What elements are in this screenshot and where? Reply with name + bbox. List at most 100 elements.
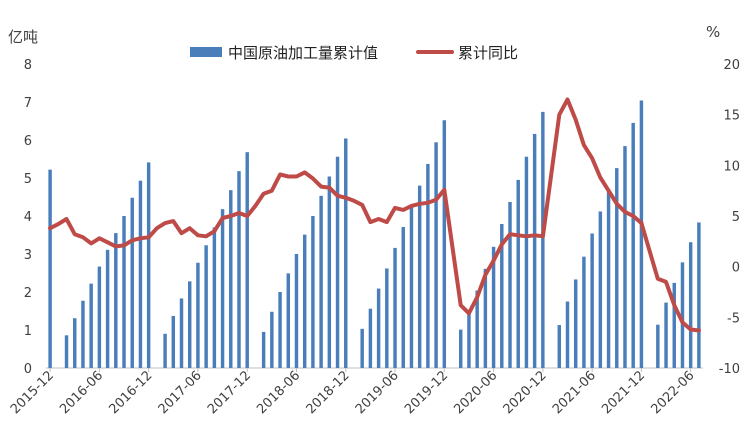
bar [368,308,373,368]
left-tick-label: 7 [24,96,32,111]
bar [409,206,414,368]
left-tick-label: 5 [24,172,32,187]
left-tick-label: 1 [24,324,32,339]
bar [335,156,340,368]
legend: 中国原油加工量累计值 累计同比 [190,44,518,62]
bar [557,325,562,368]
bar [459,329,463,368]
bar [656,324,660,368]
left-tick-label: 6 [24,134,32,149]
bar [483,268,488,368]
right-tick-label: 10 [723,159,740,174]
bar [48,169,52,368]
right-tick-label: 0 [732,261,740,276]
right-tick-label: 5 [732,210,740,225]
bar [245,152,249,368]
right-tick-label: 15 [723,109,740,124]
left-tick-label: 0 [24,362,32,377]
bar [623,146,627,368]
bar [508,201,512,368]
bar [196,262,200,368]
left-tick-label: 8 [24,58,32,73]
x-tick-label: 2020-06 [451,368,500,417]
x-tick-label: 2019-06 [353,368,402,417]
x-tick-label: 2021-06 [550,368,599,417]
bar [565,301,570,368]
bar [294,254,299,368]
bar [500,223,504,368]
right-tick-label: -10 [719,362,740,377]
x-tick-label: 2020-12 [501,368,550,417]
legend-label-line: 累计同比 [458,44,518,62]
bar [532,133,537,368]
bar [680,262,685,368]
bar [598,211,603,368]
bar [360,328,364,368]
bar [81,300,85,368]
bar [122,216,126,368]
right-tick-label: -5 [727,311,740,326]
bar [179,298,184,368]
bar [516,179,520,368]
bar [319,195,323,368]
bar [220,209,225,368]
bar [130,197,134,368]
left-axis-ticks: 0 1 2 3 4 5 6 7 8 [24,58,32,377]
bar [302,234,307,368]
bar [138,180,143,368]
bar [590,233,594,368]
bar [393,247,397,368]
bar [401,227,405,368]
bar [344,138,348,368]
bar [697,222,701,368]
left-tick-label: 2 [24,286,32,301]
bar [442,120,447,369]
left-tick-label: 4 [24,210,32,225]
x-tick-label: 2016-06 [57,368,106,417]
bar-series [48,100,701,369]
bar [606,189,611,368]
bar [187,281,192,368]
bar [417,185,422,368]
bar [278,292,282,368]
x-tick-label: 2017-12 [205,368,254,417]
bar [376,288,381,368]
bar [434,142,438,368]
bar [467,310,471,368]
bar [270,311,274,368]
bar [261,331,266,368]
left-tick-label: 3 [24,248,32,263]
bar [73,318,77,368]
bar [204,245,208,368]
x-axis-ticks: 2015-12 2016-06 2016-12 2017-06 2017-12 2018-… [8,368,698,417]
right-tick-label: 20 [723,58,740,73]
line-growth [48,97,701,333]
bar [97,266,102,368]
bar [631,122,635,369]
bar [688,242,693,368]
bar [615,168,619,368]
bar [286,273,290,368]
bar [171,315,176,368]
x-tick-label: 2018-12 [304,368,353,417]
bar [491,246,496,368]
bar [212,227,217,368]
bar [163,333,167,368]
bar [573,279,578,368]
bar [311,216,315,368]
x-tick-label: 2021-12 [599,368,648,417]
legend-swatch-bar [190,47,222,57]
bar [237,171,241,368]
x-tick-label: 2022-06 [648,368,697,417]
bar [327,176,332,368]
right-axis-ticks: -10 -5 0 5 10 15 20 [719,58,740,377]
x-tick-label: 2019-12 [402,368,451,417]
legend-label-bar: 中国原油加工量累计值 [228,44,378,62]
bar [426,163,430,368]
bar [672,282,676,368]
bar [582,256,586,368]
x-tick-label: 2018-06 [254,368,303,417]
bar [385,268,389,368]
right-axis-unit: % [706,23,720,41]
